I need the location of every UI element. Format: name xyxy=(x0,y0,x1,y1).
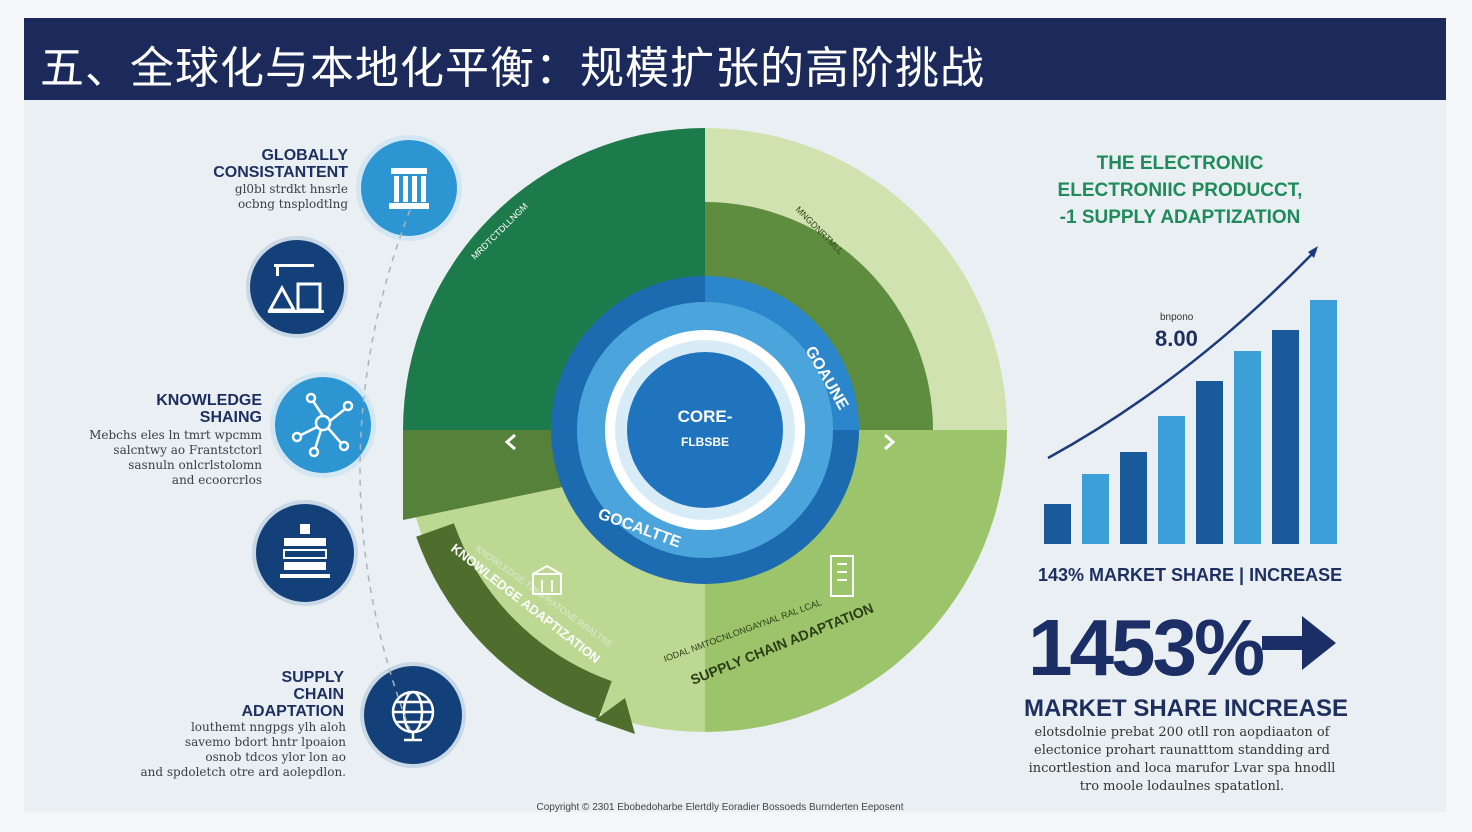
electronic-title-line3: -1 SUPPLY ADAPTIZATION xyxy=(1059,207,1301,228)
market-share-description: elotsdolnie prebat 200 otll ron aopdiaat… xyxy=(1028,725,1336,794)
big-number: 1453% xyxy=(1028,602,1265,694)
connector-dashes xyxy=(359,209,411,731)
label-supply-chain-adaptation: SUPPLY CHAIN ADAPTATION xyxy=(241,669,344,720)
network-icon xyxy=(270,372,376,478)
page-title: 五、全球化与本地化平衡：规模扩张的高阶挑战 xyxy=(40,43,985,94)
desc-globally-consistent: gl0bl strdkt hnsrle ocbng tnsplodtlng xyxy=(234,182,348,211)
chevron-right-icon xyxy=(884,433,896,451)
arc-knowledge-adaptation xyxy=(416,523,612,719)
core-label-1: CORE- xyxy=(678,407,733,426)
chart-bar xyxy=(1044,504,1071,544)
title-bar xyxy=(24,18,1446,100)
value-tag: bnpono xyxy=(1160,312,1194,323)
trend-line xyxy=(1047,249,1317,460)
chart-bar xyxy=(1120,452,1147,544)
warehouse-icon xyxy=(252,500,358,606)
building-icon-left xyxy=(532,564,562,595)
footer-copyright: Copyright © 2301 Ebobedoharbe Elertdly E… xyxy=(536,802,904,813)
chart-bar xyxy=(1272,330,1299,544)
desc-supply-chain-adaptation: louthemt nngpgs ylh aloh savemo bdort hn… xyxy=(140,720,346,779)
label-globally-consistent: GLOBALLY CONSISTANTENT xyxy=(213,147,348,181)
big-arrow-icon xyxy=(1262,616,1336,670)
pillar-building-icon xyxy=(356,135,462,241)
central-diagram: CORE- FLBSBE GOAUNE GOCALTTE KNOWLEDGE A… xyxy=(403,128,1007,734)
market-share-label: MARKET SHARE INCREASE xyxy=(1024,695,1349,722)
desc-knowledge-sharing: Mebchs eles ln tmrt wpcmm salcntwy ao Fr… xyxy=(89,428,262,487)
chart-bar xyxy=(1158,416,1185,544)
value-small: 8.00 xyxy=(1155,326,1198,351)
factory-icon xyxy=(246,236,348,338)
core-label-2: FLBSBE xyxy=(681,435,729,449)
chart-bar xyxy=(1196,381,1223,544)
chevron-left-icon xyxy=(504,433,516,451)
electronic-title-line2: ELECTRONIIC PRODUCCT, xyxy=(1057,180,1303,201)
building-icon-right xyxy=(830,555,854,597)
core-circle xyxy=(627,352,783,508)
electronic-title-line1: THE ELECTRONIC xyxy=(1096,153,1264,174)
chart-bar xyxy=(1082,474,1109,544)
chart-bar xyxy=(1310,300,1337,544)
market-share-heading: 143% MARKET SHARE | INCREASE xyxy=(1038,565,1343,585)
chart-bar xyxy=(1234,351,1261,544)
globe-icon xyxy=(360,662,466,768)
trend-arrow-icon xyxy=(1308,246,1318,258)
label-knowledge-sharing: KNOWLEDGE SHAING xyxy=(156,392,262,426)
big-number-value: 1453% xyxy=(1028,603,1265,692)
growth-bar-chart xyxy=(1044,246,1337,544)
electronic-title: THE ELECTRONIC ELECTRONIIC PRODUCCT, -1 … xyxy=(1040,150,1320,231)
